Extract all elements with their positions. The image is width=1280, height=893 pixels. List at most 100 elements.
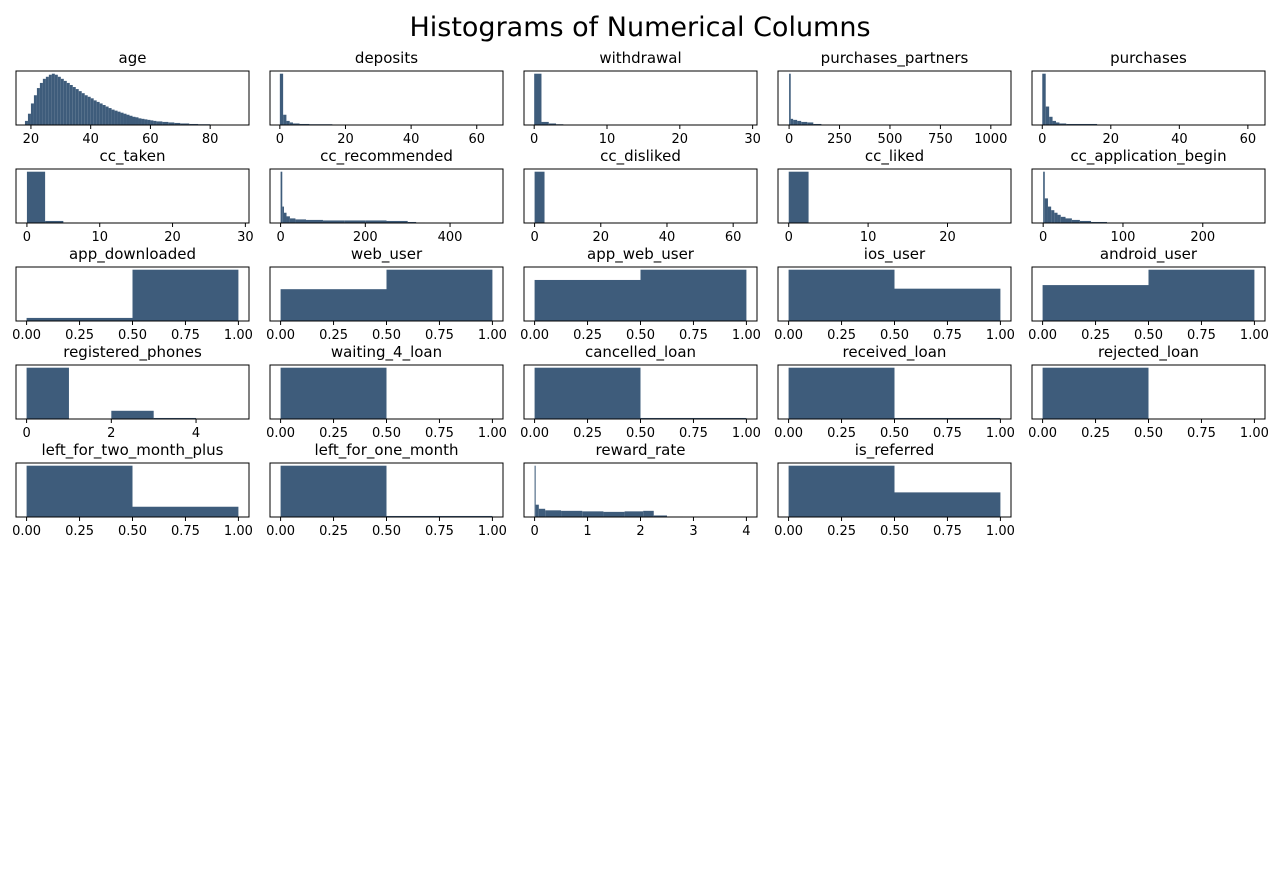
histogram-bar (1042, 285, 1149, 321)
histogram-bar (27, 113, 31, 125)
x-tick-label: 2 (636, 524, 644, 539)
histogram-bar (407, 221, 417, 223)
histogram-bar (93, 100, 97, 125)
x-tick-label: 0.75 (933, 426, 962, 441)
x-tick-label: 1000 (974, 132, 1007, 147)
histogram-rejected-loan: rejected_loan 0.00 0.25 0.50 0.75 1.00 (1028, 343, 1269, 441)
histogram-bar (640, 269, 747, 321)
axes-frame (269, 168, 504, 224)
histogram-bar (117, 111, 121, 125)
axes-frame (15, 168, 250, 224)
histogram-bar (788, 465, 895, 517)
x-tick-label: 10 (91, 230, 108, 245)
subplot-title: rejected_loan (1098, 343, 1199, 362)
histogram-ios-user: ios_user 0.00 0.25 0.50 0.75 1.00 (774, 245, 1015, 343)
histogram-bar (1052, 120, 1056, 125)
histogram-bar (322, 220, 345, 223)
histogram-bar (63, 80, 67, 125)
axes-frame (523, 168, 758, 224)
x-tick-label: 0.75 (679, 328, 708, 343)
histogram-bar (141, 118, 145, 125)
histogram-bar (1065, 218, 1072, 223)
x-tick-label: 0.25 (827, 328, 856, 343)
x-tick-label: 750 (928, 132, 953, 147)
histogram-bar (538, 508, 546, 517)
histogram-left-for-two-month-plus: left_for_two_month_plus 0.00 0.25 0.50 0.75 1… (12, 441, 253, 539)
histogram-bar (42, 78, 46, 125)
histogram-bar (1079, 220, 1092, 223)
histogram-bar (33, 95, 37, 125)
histogram-bar (788, 269, 895, 321)
x-tick-label: 0.50 (880, 524, 909, 539)
histogram-registered-phones: registered_phones 0 2 4 (15, 343, 250, 441)
histogram-app-downloaded: app_downloaded 0.00 0.25 0.50 0.75 1.00 (12, 245, 253, 343)
histogram-deposits: deposits 0 20 40 60 (269, 49, 504, 147)
x-tick-label: 60 (142, 132, 159, 147)
histogram-bar (60, 78, 64, 125)
x-tick-label: 400 (438, 230, 463, 245)
x-tick-label: 1.00 (224, 328, 253, 343)
subplot-title: left_for_two_month_plus (42, 441, 224, 460)
x-tick-label: 100 (1111, 230, 1136, 245)
histogram-bar (162, 121, 169, 125)
subplot-title: web_user (351, 245, 423, 264)
x-tick-label: 0 (785, 132, 793, 147)
subplot-title: app_downloaded (69, 245, 196, 264)
histogram-bar (26, 317, 133, 321)
histogram-bar (129, 115, 133, 125)
x-tick-label: 1.00 (986, 524, 1015, 539)
histogram-bar (286, 216, 290, 223)
subplot-title: ios_user (864, 245, 926, 264)
x-tick-label: 0.50 (626, 328, 655, 343)
x-tick-label: 20 (23, 132, 40, 147)
x-tick-label: 0.00 (266, 524, 295, 539)
histogram-bar (150, 120, 154, 125)
histogram-bar (1049, 116, 1053, 125)
histogram-bar (147, 119, 151, 125)
x-tick-label: 1.00 (732, 426, 761, 441)
x-tick-label: 0.00 (774, 524, 803, 539)
histogram-bar (535, 504, 539, 517)
histogram-bar (534, 279, 641, 321)
x-tick-label: 0 (276, 132, 284, 147)
x-tick-label: 0.25 (65, 524, 94, 539)
histogram-bar (1043, 171, 1045, 223)
histogram-bar (24, 120, 28, 125)
histogram-bar (168, 122, 175, 125)
x-tick-label: 0.00 (774, 426, 803, 441)
histogram-bar (126, 114, 130, 125)
histogram-waiting-4-loan: waiting_4_loan 0.00 0.25 0.50 0.75 1.00 (266, 343, 507, 441)
histogram-bar (1055, 122, 1060, 125)
histogram-bar (144, 119, 148, 125)
axes-frame (1031, 70, 1266, 126)
histogram-bar (894, 417, 1001, 419)
x-tick-label: 0 (23, 230, 31, 245)
histogram-bar (45, 220, 64, 223)
axes-frame (523, 462, 758, 518)
histogram-cc-liked: cc_liked 0 10 20 (777, 147, 1012, 245)
x-tick-label: 0.50 (118, 524, 147, 539)
histogram-bar (1091, 221, 1108, 223)
histogram-bar (1071, 219, 1080, 223)
x-tick-label: 80 (202, 132, 219, 147)
x-tick-label: 0 (276, 230, 284, 245)
x-tick-label: 1.00 (478, 328, 507, 343)
x-tick-label: 0.75 (425, 524, 454, 539)
histogram-bar (138, 118, 142, 125)
x-tick-label: 0.25 (319, 524, 348, 539)
x-tick-label: 0.75 (679, 426, 708, 441)
histogram-bar (283, 114, 287, 125)
x-tick-label: 0.25 (827, 524, 856, 539)
histogram-bar (105, 106, 109, 125)
histogram-bar (534, 465, 536, 517)
histogram-bar (1044, 198, 1048, 223)
histogram-bar (48, 74, 52, 125)
x-tick-label: 0.75 (425, 328, 454, 343)
histogram-bar (54, 74, 58, 125)
x-tick-label: 30 (744, 132, 761, 147)
axes-frame (523, 70, 758, 126)
x-tick-label: 0.75 (171, 328, 200, 343)
x-tick-label: 1.00 (478, 524, 507, 539)
subplot-title: left_for_one_month (314, 441, 458, 460)
